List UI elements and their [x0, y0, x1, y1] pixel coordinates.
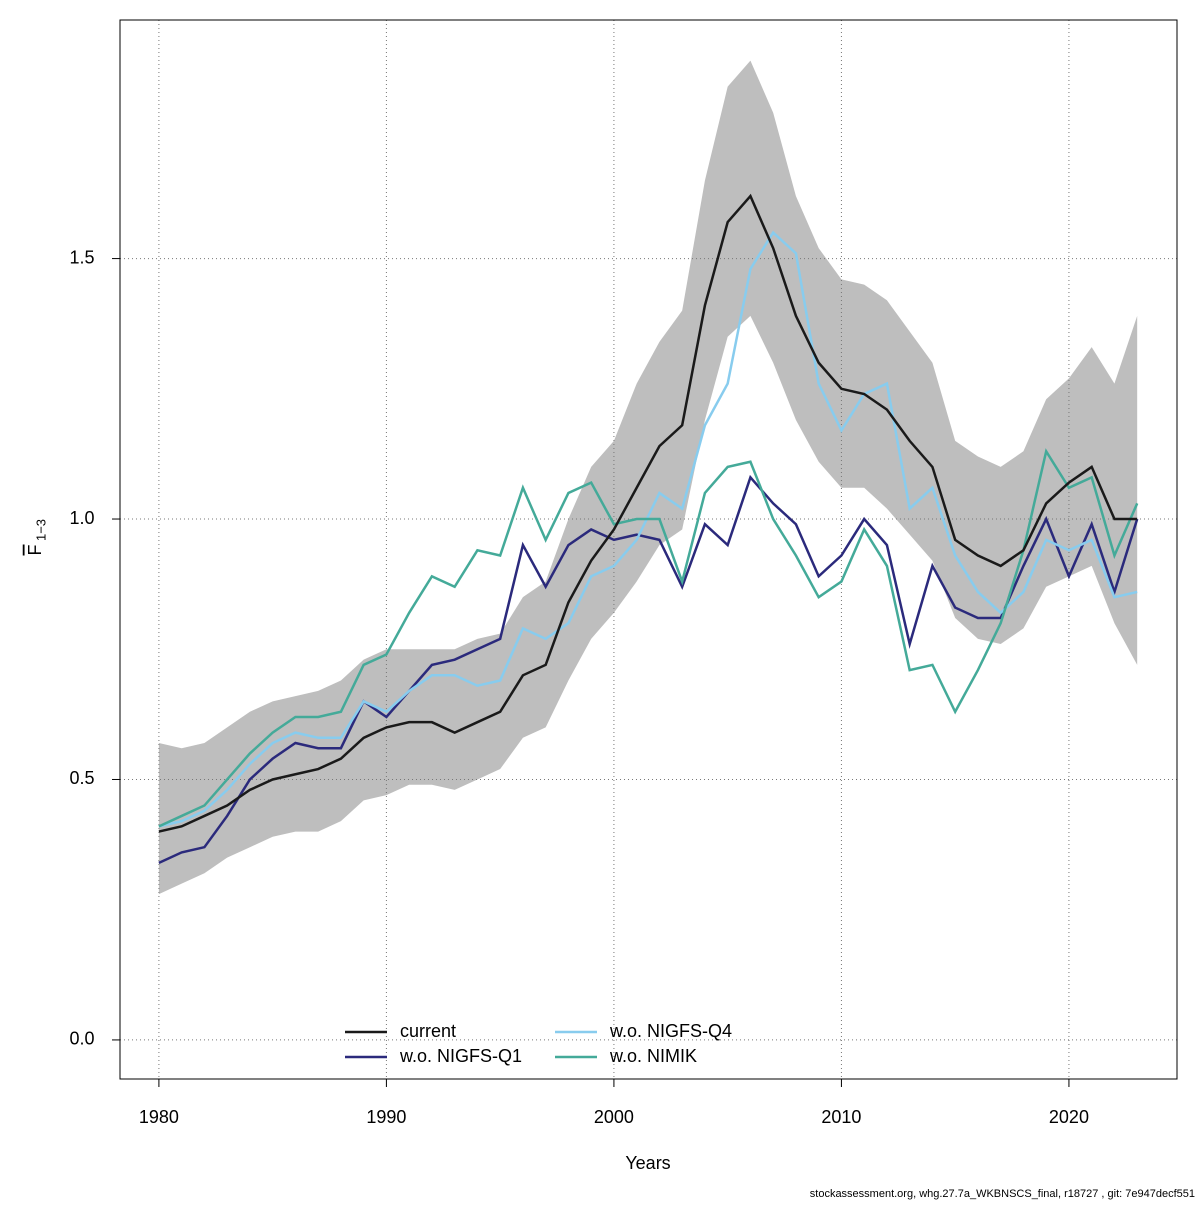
- x-axis-label: Years: [625, 1153, 670, 1173]
- series-line: [158, 193, 1138, 833]
- plot-frame: [119, 19, 1178, 1080]
- x-tick-label: 2000: [594, 1107, 634, 1127]
- y-axis-label-main: F: [25, 545, 45, 556]
- y-axis-label: F 1−3: [25, 519, 49, 556]
- y-tick-label: 1.5: [69, 247, 94, 267]
- x-tick-label: 2010: [821, 1107, 861, 1127]
- y-tick-label: 0.5: [69, 768, 94, 788]
- y-tick-label: 1.0: [69, 508, 94, 528]
- x-tick-label: 1990: [366, 1107, 406, 1127]
- series-line: [158, 448, 1139, 828]
- legend-label: w.o. NIGFS-Q1: [399, 1046, 522, 1066]
- y-axis-label-sub: 1−3: [33, 519, 48, 541]
- legend: current w.o. NIGFS-Q1 w.o. NIGFS-Q4 w.o. NI…: [345, 1021, 732, 1066]
- x-tick-label: 1980: [139, 1107, 179, 1127]
- x-tick-label: 2020: [1049, 1107, 1089, 1127]
- series-line: [158, 230, 1138, 828]
- legend-label: w.o. NIMIK: [609, 1046, 697, 1066]
- footer: stockassessment.org, whg.27.7a_WKBNSCS_f…: [810, 1188, 1195, 1200]
- legend-label: w.o. NIGFS-Q4: [609, 1021, 732, 1041]
- confidence-band: [158, 60, 1138, 895]
- legend-label: current: [400, 1021, 456, 1041]
- series-line: [158, 474, 1139, 864]
- y-tick-label: 0.0: [69, 1029, 94, 1049]
